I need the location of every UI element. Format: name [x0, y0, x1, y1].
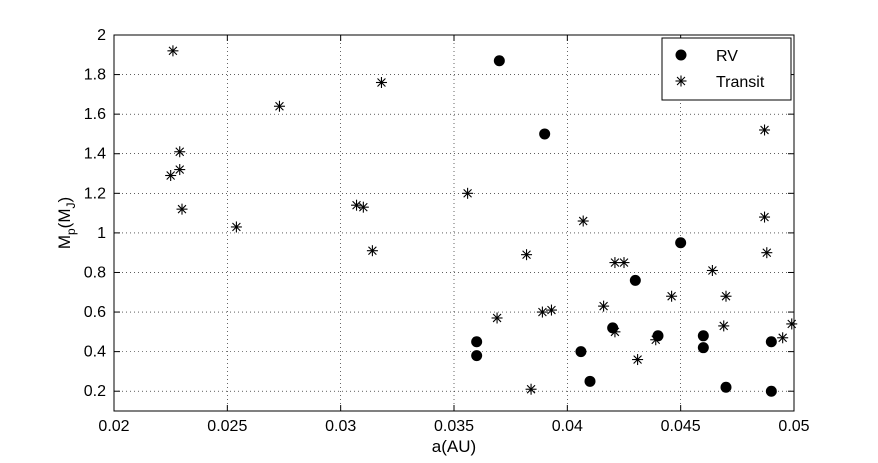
- rv-point: [629, 274, 641, 286]
- transit-point: [351, 199, 363, 211]
- transit-point: [521, 249, 533, 261]
- transit-point: [167, 45, 179, 57]
- transit-point: [577, 215, 589, 227]
- rv-point: [765, 385, 777, 397]
- legend-rv-marker: [675, 49, 687, 61]
- rv-point: [720, 381, 732, 393]
- transit-point: [632, 354, 644, 366]
- x-tick-label: 0.03: [325, 418, 356, 435]
- transit-point: [786, 318, 798, 330]
- legend-transit-asterisk: [675, 75, 687, 87]
- y-tick-label: 0.2: [84, 383, 106, 400]
- rv-point: [697, 330, 709, 342]
- transit-point: [718, 320, 730, 332]
- x-tick-label: 0.025: [207, 418, 247, 435]
- y-tick-label: 0.8: [84, 264, 106, 281]
- transit-point: [230, 221, 242, 233]
- x-axis-label: a(AU): [432, 437, 476, 456]
- transit-point: [598, 300, 610, 312]
- x-tick-label: 0.035: [434, 418, 474, 435]
- legend-rv-label: RV: [716, 48, 738, 65]
- y-axis-label-end: ): [55, 197, 74, 203]
- svg-text:Mp(MJ): Mp(MJ): [55, 197, 78, 249]
- transit-point: [357, 201, 369, 213]
- transit-point: [720, 290, 732, 302]
- legend-transit-marker: [675, 75, 687, 87]
- legend: RV Transit: [661, 37, 792, 101]
- y-tick-label: 2: [97, 27, 106, 44]
- x-tick-label: 0.02: [98, 418, 129, 435]
- rv-point: [584, 375, 596, 387]
- rv-point: [471, 350, 483, 362]
- transit-point: [536, 306, 548, 318]
- y-tick-label: 1.8: [84, 67, 106, 84]
- y-axis-label-mid: (M: [55, 208, 74, 228]
- grid-lines: [114, 35, 794, 411]
- axis-ticks: [113, 34, 795, 411]
- legend-transit-label: Transit: [716, 74, 765, 91]
- rv-point: [697, 342, 709, 354]
- rv-point: [539, 128, 551, 140]
- transit-point: [650, 334, 662, 346]
- y-tick-label: 0.6: [84, 304, 106, 321]
- transit-point: [525, 383, 537, 395]
- transit-point: [706, 264, 718, 276]
- rv-point: [765, 336, 777, 348]
- x-tick-label: 0.05: [778, 418, 809, 435]
- transit-point: [777, 332, 789, 344]
- transit-point: [176, 203, 188, 215]
- transit-point: [618, 257, 630, 269]
- y-axis-label-sub1: p: [64, 228, 78, 235]
- transit-point: [609, 257, 621, 269]
- transit-point: [759, 124, 771, 136]
- transit-point: [545, 304, 557, 316]
- transit-point: [174, 146, 186, 158]
- rv-point: [493, 55, 505, 67]
- transit-point: [491, 312, 503, 324]
- transit-point: [174, 164, 186, 176]
- transit-point: [366, 245, 378, 257]
- x-tick-label: 0.045: [661, 418, 701, 435]
- tick-labels: 0.02 0.025 0.03 0.035 0.04 0.045 0.05 0.2 0.4 0.6…: [84, 27, 810, 435]
- y-tick-label: 1: [97, 225, 106, 242]
- transit-point: [462, 187, 474, 199]
- y-axis-label-main: M: [55, 235, 74, 249]
- transit-point: [759, 211, 771, 223]
- rv-point: [675, 237, 687, 249]
- transit-point: [273, 100, 285, 112]
- y-tick-label: 1.2: [84, 185, 106, 202]
- transit-point: [165, 170, 177, 182]
- legend-box: [661, 37, 792, 101]
- transit-point: [375, 76, 387, 88]
- x-tick-label: 0.04: [552, 418, 583, 435]
- y-axis-label-sub2: J: [64, 202, 78, 208]
- y-tick-label: 1.6: [84, 106, 106, 123]
- transit-point: [666, 290, 678, 302]
- rv-point: [471, 336, 483, 348]
- y-tick-label: 0.4: [84, 344, 106, 361]
- data-points: [165, 45, 798, 397]
- y-axis-label: Mp(MJ): [55, 197, 78, 249]
- transit-point: [609, 326, 621, 338]
- y-tick-label: 1.4: [84, 146, 106, 163]
- rv-point: [575, 346, 587, 358]
- transit-point: [761, 247, 773, 259]
